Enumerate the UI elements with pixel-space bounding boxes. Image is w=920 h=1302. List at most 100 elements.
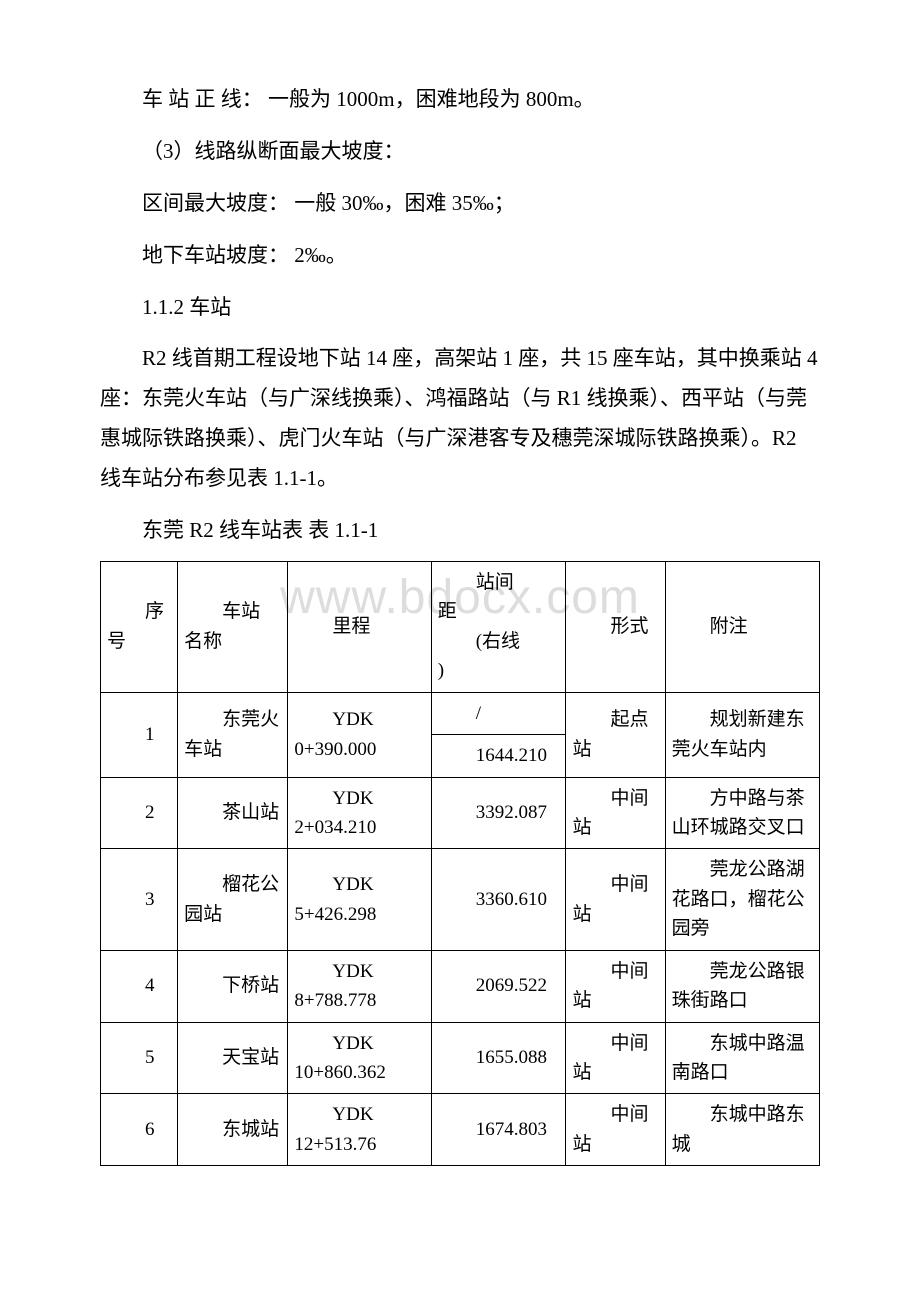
cell-distance-upper: / (432, 693, 566, 735)
cell-seq: 2 (101, 777, 178, 849)
section-heading-stations: 1.1.2 车站 (100, 288, 820, 328)
table-row: 4 下桥站 YDK 8+788.778 2069.522 中间站 莞龙公路银珠街… (101, 950, 820, 1022)
header-name-text2: 名称 (184, 631, 222, 652)
table-row: 5 天宝站 YDK 10+860.362 1655.088 中间站 东城中路温南… (101, 1022, 820, 1094)
cell-remark: 东城中路温南路口 (665, 1022, 819, 1094)
cell-distance-text: 3360.610 (438, 885, 560, 914)
cell-name: 榴花公园站 (178, 849, 288, 950)
cell-form-text: 中间站 (572, 870, 658, 929)
header-name-text1: 车站 (184, 597, 281, 626)
paragraph-slope-heading: （3）线路纵断面最大坡度： (100, 132, 820, 172)
cell-form-text: 中间站 (572, 1100, 658, 1159)
cell-name: 东城站 (178, 1094, 288, 1166)
cell-distance: 2069.522 (431, 950, 566, 1022)
cell-remark-text: 东城中路东城 (672, 1100, 813, 1159)
header-dist-text4: ) (438, 660, 444, 681)
cell-remark-text: 方中路与茶山环城路交叉口 (672, 784, 813, 843)
header-dist-text1: 站间 (438, 568, 560, 597)
cell-mileage: YDK 10+860.362 (288, 1022, 431, 1094)
cell-name: 茶山站 (178, 777, 288, 849)
cell-distance-text: 1674.803 (438, 1115, 560, 1144)
cell-name-text: 东莞火车站 (184, 705, 281, 764)
cell-seq-text: 4 (107, 971, 171, 1000)
cell-form: 中间站 (566, 950, 665, 1022)
table-row: 6 东城站 YDK 12+513.76 1674.803 中间站 东城中路东城 (101, 1094, 820, 1166)
cell-remark: 莞龙公路银珠街路口 (665, 950, 819, 1022)
cell-seq: 5 (101, 1022, 178, 1094)
cell-name: 下桥站 (178, 950, 288, 1022)
cell-form: 中间站 (566, 1022, 665, 1094)
cell-form: 中间站 (566, 1094, 665, 1166)
table-caption: 东莞 R2 线车站表 表 1.1-1 (100, 511, 820, 551)
header-mileage: 里程 (288, 561, 431, 692)
table-header-row: 序号 车站 名称 里程 站间 距 (右线 ) 形式 附注 (101, 561, 820, 692)
table-row: 1 东莞火车站 YDK 0+390.000 / 1644.210 起点站 规划新… (101, 692, 820, 777)
cell-name-text: 东城站 (184, 1115, 281, 1144)
cell-distance: 1674.803 (431, 1094, 566, 1166)
cell-remark: 东城中路东城 (665, 1094, 819, 1166)
cell-name-text: 茶山站 (184, 798, 281, 827)
cell-form-text: 起点站 (572, 705, 658, 764)
cell-seq-text: 2 (107, 798, 171, 827)
header-remark-text: 附注 (672, 612, 813, 641)
cell-name: 东莞火车站 (178, 692, 288, 777)
cell-mileage-text: YDK 10+860.362 (294, 1029, 424, 1088)
cell-remark: 莞龙公路湖花路口，榴花公园旁 (665, 849, 819, 950)
cell-distance-text: 3392.087 (438, 798, 560, 827)
cell-remark-text: 东城中路温南路口 (672, 1029, 813, 1088)
cell-distance-text: 2069.522 (438, 971, 560, 1000)
cell-remark-text: 莞龙公路湖花路口，榴花公园旁 (672, 855, 813, 943)
cell-form-text: 中间站 (572, 1029, 658, 1088)
header-form-text: 形式 (572, 612, 658, 641)
cell-seq: 6 (101, 1094, 178, 1166)
cell-seq-text: 5 (107, 1043, 171, 1072)
table-row: 3 榴花公园站 YDK 5+426.298 3360.610 中间站 莞龙公路湖… (101, 849, 820, 950)
header-mileage-text: 里程 (294, 612, 424, 641)
cell-mileage-text: YDK 2+034.210 (294, 784, 424, 843)
cell-mileage: YDK 2+034.210 (288, 777, 431, 849)
cell-seq-text: 3 (107, 885, 171, 914)
cell-remark-text: 规划新建东莞火车站内 (672, 705, 813, 764)
header-dist-text2: 距 (438, 601, 457, 622)
cell-distance-lower: 1644.210 (432, 735, 566, 776)
cell-remark: 方中路与茶山环城路交叉口 (665, 777, 819, 849)
cell-distance: 1655.088 (431, 1022, 566, 1094)
cell-seq-text: 1 (107, 720, 171, 749)
table-row: 2 茶山站 YDK 2+034.210 3392.087 中间站 方中路与茶山环… (101, 777, 820, 849)
header-name: 车站 名称 (178, 561, 288, 692)
cell-mileage-text: YDK 5+426.298 (294, 870, 424, 929)
header-seq: 序号 (101, 561, 178, 692)
cell-form: 起点站 (566, 692, 665, 777)
cell-form: 中间站 (566, 849, 665, 950)
cell-name-text: 榴花公园站 (184, 870, 281, 929)
header-distance: 站间 距 (右线 ) (431, 561, 566, 692)
cell-seq: 4 (101, 950, 178, 1022)
paragraph-line-spec: 车 站 正 线： 一般为 1000m，困难地段为 800m。 (100, 80, 820, 120)
cell-name-text: 下桥站 (184, 971, 281, 1000)
header-dist-text3: (右线 (438, 627, 560, 656)
cell-name-text: 天宝站 (184, 1043, 281, 1072)
cell-mileage: YDK 8+788.778 (288, 950, 431, 1022)
cell-seq: 1 (101, 692, 178, 777)
cell-remark: 规划新建东莞火车站内 (665, 692, 819, 777)
paragraph-station-description: R2 线首期工程设地下站 14 座，高架站 1 座，共 15 座车站，其中换乘站… (100, 339, 820, 499)
cell-distance: 3360.610 (431, 849, 566, 950)
paragraph-station-slope: 地下车站坡度： 2‰。 (100, 236, 820, 276)
cell-name: 天宝站 (178, 1022, 288, 1094)
cell-distance-text: 1655.088 (438, 1043, 560, 1072)
cell-form-text: 中间站 (572, 957, 658, 1016)
header-remark: 附注 (665, 561, 819, 692)
document-content: 车 站 正 线： 一般为 1000m，困难地段为 800m。 （3）线路纵断面最… (100, 80, 820, 1166)
header-form: 形式 (566, 561, 665, 692)
station-table: 序号 车站 名称 里程 站间 距 (右线 ) 形式 附注 (100, 561, 820, 1166)
header-seq-text: 序号 (107, 597, 171, 656)
cell-seq-text: 6 (107, 1115, 171, 1144)
cell-mileage-text: YDK 8+788.778 (294, 957, 424, 1016)
cell-mileage: YDK 5+426.298 (288, 849, 431, 950)
cell-form: 中间站 (566, 777, 665, 849)
cell-mileage-text: YDK 0+390.000 (294, 705, 424, 764)
cell-form-text: 中间站 (572, 784, 658, 843)
cell-distance-split: / 1644.210 (431, 692, 566, 777)
paragraph-interval-slope: 区间最大坡度： 一般 30‰，困难 35‰； (100, 184, 820, 224)
cell-mileage: YDK 0+390.000 (288, 692, 431, 777)
